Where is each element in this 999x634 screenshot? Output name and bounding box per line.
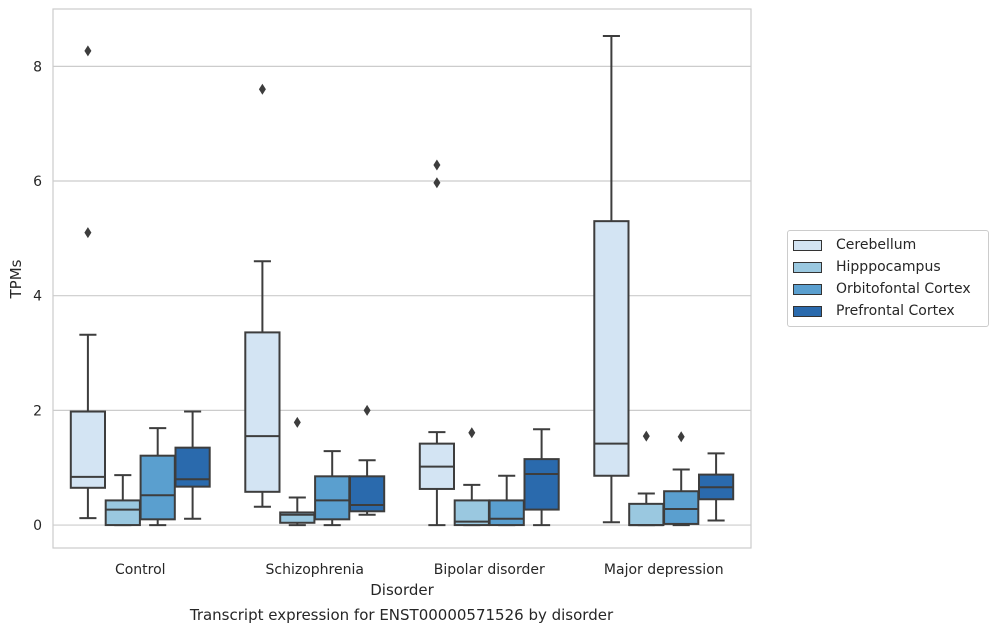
outlier-point [84, 45, 92, 57]
box-iqr [488, 499, 525, 527]
box-3-2 [663, 431, 700, 527]
box-iqr [628, 502, 665, 527]
y-tick-label: 0 [33, 518, 42, 534]
box-3-3 [697, 452, 735, 522]
box-iqr [663, 490, 700, 525]
x-tick-label: Bipolar disorder [434, 562, 545, 578]
outlier-point [363, 404, 371, 416]
y-tick-label: 4 [33, 289, 42, 305]
box-1-3 [348, 404, 386, 516]
tick-labels: 0 2 4 6 8 Control Schizophrenia Bipolar disorde… [33, 59, 724, 578]
box-iqr [523, 458, 560, 511]
x-axis-label: Disorder [370, 581, 434, 599]
legend: Cerebellum Hipppocampus Orbitofontal Cor… [787, 230, 989, 327]
y-tick-label: 6 [33, 174, 42, 190]
legend-label: Prefrontal Cortex [836, 303, 955, 319]
outlier-point [433, 159, 441, 171]
box-2-0 [418, 159, 456, 527]
box-iqr [139, 454, 176, 521]
box-2-2 [488, 474, 525, 527]
outlier-point [433, 177, 441, 189]
legend-item-cerebellum: Cerebellum [793, 236, 916, 254]
legend-item-orbitofrontal-cortex: Orbitofontal Cortex [793, 280, 971, 298]
x-tick-label: Control [115, 562, 166, 578]
outlier-point [468, 427, 476, 439]
outlier-point [258, 83, 266, 95]
box-0-2 [139, 427, 176, 527]
box-iqr [69, 410, 107, 489]
box-iqr [348, 475, 386, 513]
legend-label: Orbitofontal Cortex [836, 281, 971, 297]
box-0-3 [174, 410, 211, 520]
box-3-1 [628, 430, 665, 527]
box-iqr [593, 220, 630, 477]
legend-label: Cerebellum [836, 237, 917, 253]
legend-item-hippocampus: Hipppocampus [793, 258, 941, 276]
outlier-point [642, 430, 650, 442]
outlier-point [293, 416, 301, 428]
plot-frame [52, 8, 752, 549]
box-1-2 [314, 450, 351, 527]
box-0-1 [104, 474, 141, 527]
box-2-3 [523, 428, 560, 527]
y-tick-label: 8 [33, 59, 42, 75]
x-tick-label: Major depression [604, 562, 724, 578]
x-tick-label: Schizophrenia [266, 562, 364, 578]
outlier-point [84, 227, 92, 239]
box-1-0 [244, 83, 281, 508]
outlier-point [677, 431, 685, 443]
legend-swatch [793, 261, 822, 273]
figure-caption: Transcript expression for ENST0000057152… [189, 606, 614, 624]
y-tick-label: 2 [33, 403, 42, 419]
y-axis-label: TPMs [7, 259, 25, 299]
legend-swatch [793, 305, 822, 317]
box-iqr [314, 475, 351, 521]
legend-label: Hipppocampus [836, 259, 941, 275]
box-1-1 [279, 416, 316, 527]
box-iqr [244, 331, 281, 493]
legend-swatch [793, 239, 822, 251]
box-layer [69, 34, 735, 527]
box-3-0 [593, 34, 630, 524]
box-2-1 [453, 427, 490, 527]
legend-item-prefrontal-cortex: Prefrontal Cortex [793, 302, 955, 320]
box-iqr [104, 499, 141, 527]
box-0-0 [69, 45, 107, 520]
legend-swatch [793, 283, 822, 295]
box-iqr [174, 446, 211, 488]
